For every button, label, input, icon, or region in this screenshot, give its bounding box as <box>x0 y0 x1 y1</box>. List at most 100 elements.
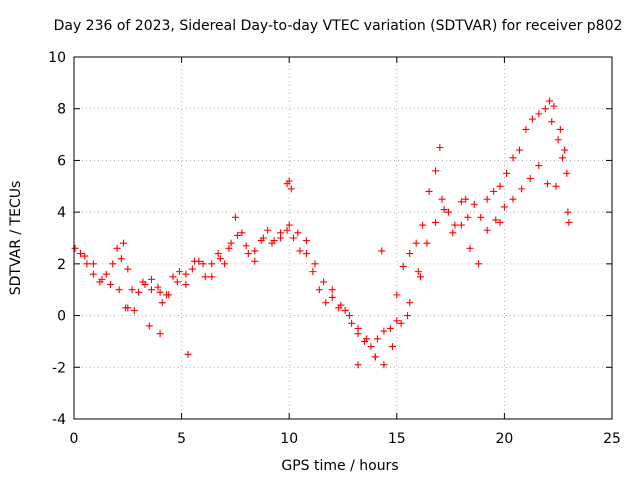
data-point <box>154 283 162 291</box>
data-point <box>367 343 375 351</box>
data-point <box>515 146 523 154</box>
data-point <box>522 125 530 133</box>
data-point <box>509 154 517 162</box>
data-point <box>216 255 224 263</box>
data-point <box>130 306 138 314</box>
data-point <box>438 195 446 203</box>
y-tick-label: 10 <box>48 50 66 66</box>
data-point <box>182 270 190 278</box>
data-point <box>341 306 349 314</box>
data-point <box>81 252 89 260</box>
data-point <box>546 97 554 105</box>
data-point <box>139 278 147 286</box>
data-point <box>462 195 470 203</box>
y-tick-label: 0 <box>57 309 66 325</box>
data-point <box>109 260 117 268</box>
data-point <box>227 239 235 247</box>
data-point <box>451 221 459 229</box>
data-point <box>208 273 216 281</box>
data-point <box>115 286 123 294</box>
data-point <box>156 330 164 338</box>
data-point <box>102 270 110 278</box>
data-point <box>503 169 511 177</box>
data-point <box>89 270 97 278</box>
x-tick-label: 20 <box>495 431 513 447</box>
data-point <box>238 229 246 237</box>
data-point <box>378 247 386 255</box>
x-tick-label: 10 <box>280 431 298 447</box>
data-point <box>457 221 465 229</box>
data-point <box>128 286 136 294</box>
data-point <box>294 229 302 237</box>
data-point <box>83 260 91 268</box>
x-tick-label: 25 <box>603 431 621 447</box>
data-point <box>380 327 388 335</box>
data-point <box>264 226 272 234</box>
data-point <box>173 278 181 286</box>
data-point <box>345 312 353 320</box>
data-point <box>554 136 562 144</box>
data-point <box>124 304 132 312</box>
data-point <box>188 265 196 273</box>
data-point <box>169 273 177 281</box>
data-point <box>483 195 491 203</box>
data-point <box>175 268 183 276</box>
data-point <box>412 239 420 247</box>
data-point <box>363 335 371 343</box>
data-point <box>354 361 362 369</box>
data-point <box>404 312 412 320</box>
data-point <box>496 182 504 190</box>
data-point <box>124 265 132 273</box>
data-point <box>328 293 336 301</box>
data-point <box>191 257 199 265</box>
data-point <box>231 213 239 221</box>
data-point <box>414 268 422 276</box>
data-point <box>98 275 106 283</box>
data-point <box>457 198 465 206</box>
data-point <box>556 125 564 133</box>
data-point <box>113 244 121 252</box>
data-point <box>548 118 556 126</box>
data-point <box>535 162 543 170</box>
data-point <box>464 213 472 221</box>
data-point <box>354 325 362 332</box>
data-point <box>89 260 97 268</box>
data-point <box>490 187 498 195</box>
data-point <box>225 244 233 252</box>
data-point <box>283 226 291 234</box>
data-point <box>436 144 444 151</box>
y-tick-label: 8 <box>57 102 66 118</box>
data-point <box>251 247 259 255</box>
data-point <box>302 237 310 245</box>
data-point <box>328 286 336 294</box>
data-point <box>221 260 229 268</box>
data-point <box>416 273 424 281</box>
data-point <box>397 319 405 327</box>
data-point <box>296 247 304 255</box>
x-axis-label: GPS time / hours <box>281 458 398 474</box>
data-point <box>475 260 483 268</box>
data-point <box>145 322 153 330</box>
data-point <box>419 221 427 229</box>
data-point <box>242 242 250 250</box>
data-point <box>322 299 330 307</box>
data-point <box>543 180 551 188</box>
x-tick-label: 0 <box>70 431 79 447</box>
data-point <box>483 226 491 234</box>
y-tick-label: -2 <box>52 360 66 376</box>
grid-layer <box>74 57 612 419</box>
data-point <box>440 206 448 214</box>
data-point <box>399 262 407 270</box>
data-point <box>423 239 431 247</box>
data-point <box>119 239 127 247</box>
data-point <box>208 260 216 268</box>
data-point <box>251 257 259 265</box>
data-point <box>285 221 293 229</box>
data-point <box>320 278 328 286</box>
data-point <box>559 154 567 162</box>
data-point <box>425 187 433 195</box>
data-point <box>184 350 192 358</box>
data-point <box>565 218 573 226</box>
data-point <box>135 288 143 296</box>
